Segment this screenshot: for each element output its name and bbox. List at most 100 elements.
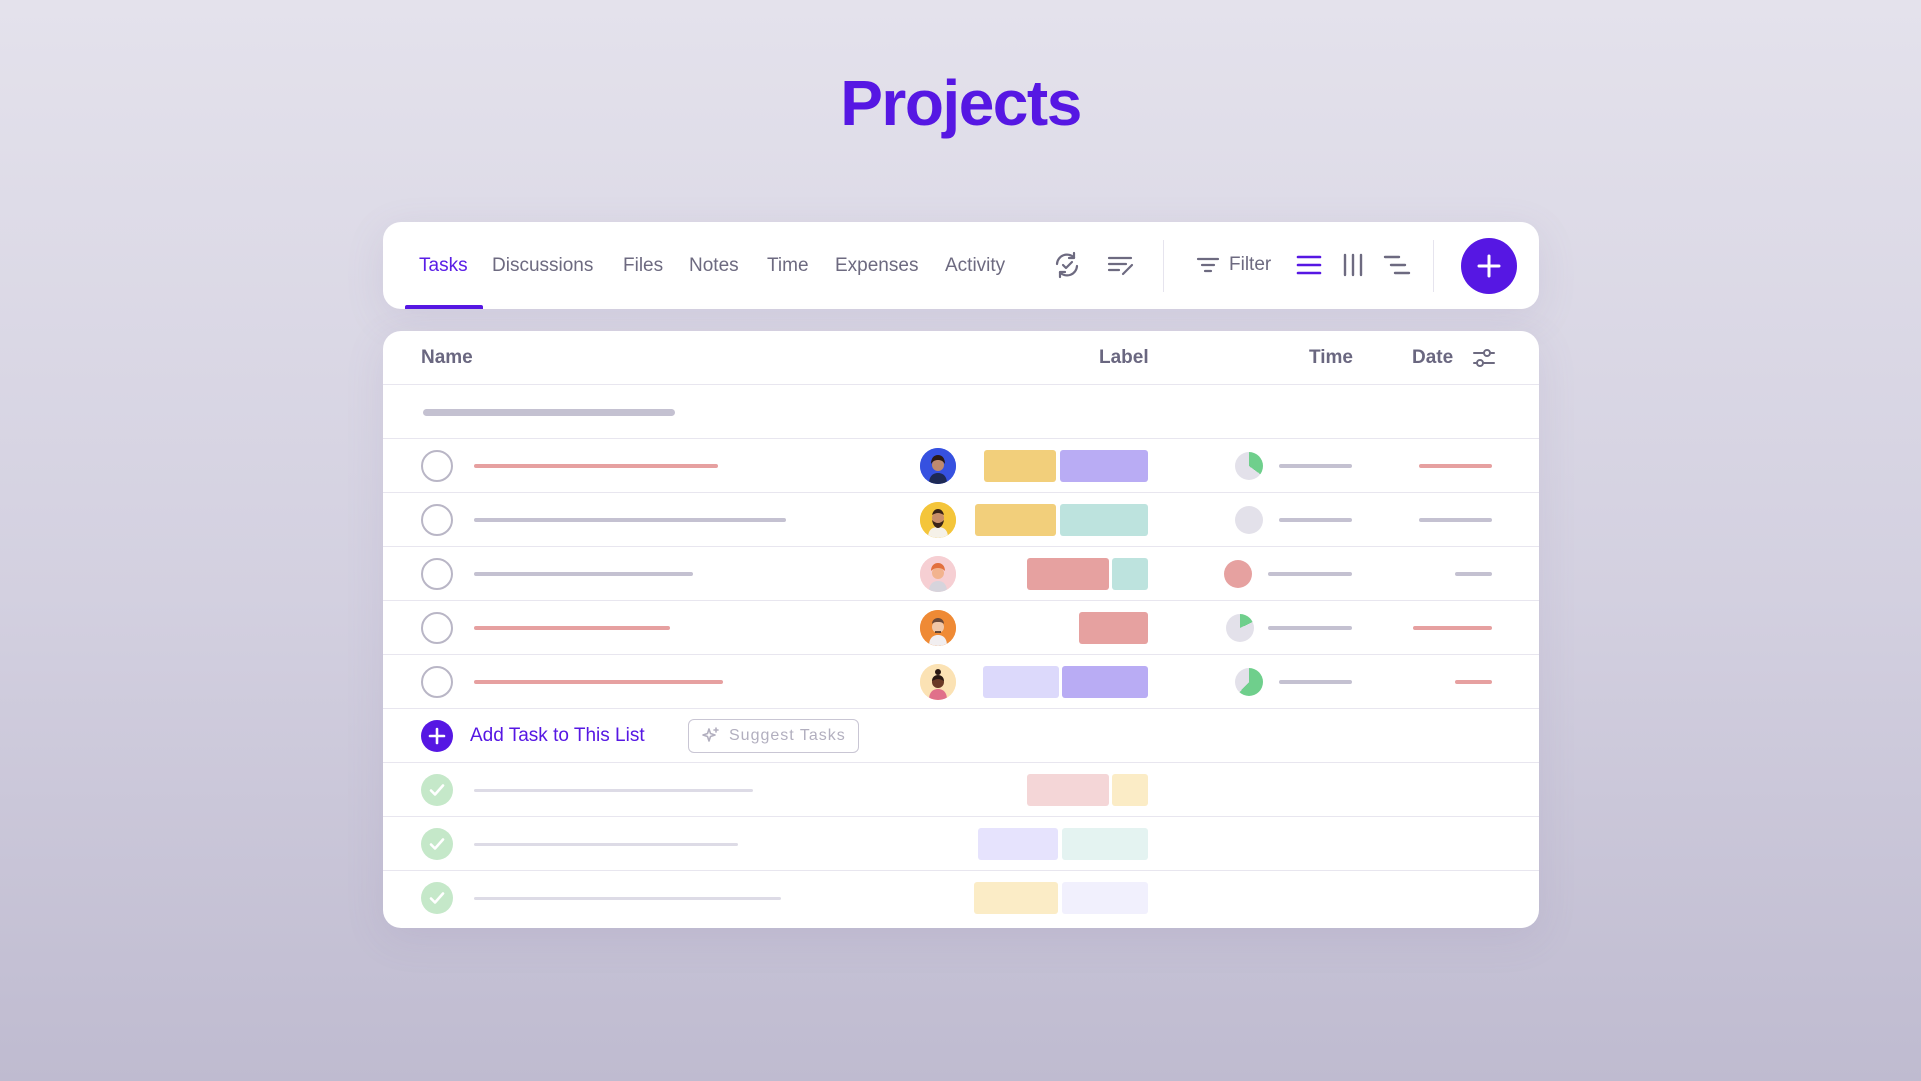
date-placeholder xyxy=(1413,626,1492,630)
page-title: Projects xyxy=(840,67,1082,139)
task-checkbox-checked[interactable] xyxy=(421,882,453,914)
avatar xyxy=(920,502,956,538)
check-icon xyxy=(429,784,445,796)
label-chip[interactable] xyxy=(1112,558,1148,590)
column-label[interactable]: Label xyxy=(1099,347,1149,368)
plus-icon xyxy=(1477,254,1501,278)
active-tab-indicator xyxy=(405,305,483,309)
task-checkbox-checked[interactable] xyxy=(421,774,453,806)
table-row-completed[interactable] xyxy=(383,763,1539,817)
time-progress-icon xyxy=(1235,668,1263,696)
column-time[interactable]: Time xyxy=(1309,347,1354,368)
label-chip[interactable] xyxy=(1027,774,1109,806)
label-chip[interactable] xyxy=(1112,774,1148,806)
task-checkbox[interactable] xyxy=(421,612,453,644)
table-header: Name Label Time Date xyxy=(383,331,1539,385)
task-name-placeholder xyxy=(474,789,753,792)
task-name-placeholder xyxy=(474,518,786,522)
avatar xyxy=(920,664,956,700)
task-name-placeholder xyxy=(474,626,670,630)
avatar xyxy=(920,448,956,484)
label-chip[interactable] xyxy=(1060,450,1148,482)
time-placeholder xyxy=(1268,626,1352,630)
label-chip[interactable] xyxy=(1060,504,1148,536)
task-group-header xyxy=(383,385,1539,439)
task-table: Name Label Time Date xyxy=(383,331,1539,928)
task-name-placeholder xyxy=(474,572,693,576)
task-checkbox[interactable] xyxy=(421,666,453,698)
column-name[interactable]: Name xyxy=(421,347,473,368)
task-checkbox[interactable] xyxy=(421,504,453,536)
task-name-placeholder xyxy=(474,464,718,468)
toolbar-divider xyxy=(1163,240,1164,292)
time-placeholder xyxy=(1279,518,1352,522)
table-row[interactable] xyxy=(383,655,1539,709)
gantt-view-icon[interactable] xyxy=(1381,249,1413,281)
date-placeholder xyxy=(1419,518,1492,522)
board-view-icon[interactable] xyxy=(1337,249,1369,281)
add-button[interactable] xyxy=(1461,238,1517,294)
check-icon xyxy=(429,892,445,904)
sync-icon[interactable] xyxy=(1051,249,1083,281)
label-chip[interactable] xyxy=(1062,882,1148,914)
group-name-placeholder xyxy=(423,409,675,416)
filter-button[interactable]: Filter xyxy=(1195,248,1271,282)
time-placeholder xyxy=(1268,572,1352,576)
task-name-placeholder xyxy=(474,897,781,900)
time-progress-icon xyxy=(1235,506,1263,534)
column-date[interactable]: Date xyxy=(1412,347,1454,368)
table-row[interactable] xyxy=(383,439,1539,493)
plus-icon xyxy=(428,727,446,745)
label-chip[interactable] xyxy=(974,882,1058,914)
label-chip[interactable] xyxy=(978,828,1058,860)
edit-list-icon[interactable] xyxy=(1105,249,1137,281)
label-chip[interactable] xyxy=(1079,612,1148,644)
task-name-placeholder xyxy=(474,843,738,846)
label-chip[interactable] xyxy=(983,666,1059,698)
tab-discussions[interactable]: Discussions xyxy=(492,255,594,276)
toolbar-divider xyxy=(1433,240,1434,292)
task-checkbox[interactable] xyxy=(421,558,453,590)
table-row[interactable] xyxy=(383,547,1539,601)
time-progress-icon xyxy=(1235,452,1263,480)
suggest-tasks-label: Suggest Tasks xyxy=(729,727,846,744)
add-task-label[interactable]: Add Task to This List xyxy=(470,725,645,746)
add-task-row: Add Task to This List Suggest Tasks xyxy=(383,709,1539,763)
task-name-placeholder xyxy=(474,680,723,684)
avatar xyxy=(920,556,956,592)
date-placeholder xyxy=(1419,464,1492,468)
time-placeholder xyxy=(1279,464,1352,468)
label-chip[interactable] xyxy=(1062,828,1148,860)
list-view-icon[interactable] xyxy=(1293,249,1325,281)
add-task-button[interactable] xyxy=(421,720,453,752)
time-progress-icon xyxy=(1224,560,1252,588)
table-row[interactable] xyxy=(383,601,1539,655)
label-chip[interactable] xyxy=(1027,558,1109,590)
filter-icon xyxy=(1196,257,1220,273)
tab-files[interactable]: Files xyxy=(623,255,664,276)
tab-expenses[interactable]: Expenses xyxy=(835,255,919,276)
filter-label: Filter xyxy=(1229,254,1272,275)
date-placeholder xyxy=(1455,572,1492,576)
table-row[interactable] xyxy=(383,493,1539,547)
time-progress-icon xyxy=(1226,614,1254,642)
label-chip[interactable] xyxy=(984,450,1056,482)
tab-activity[interactable]: Activity xyxy=(945,255,1006,276)
task-checkbox[interactable] xyxy=(421,450,453,482)
check-icon xyxy=(429,838,445,850)
suggest-tasks-button[interactable]: Suggest Tasks xyxy=(688,719,859,753)
table-row-completed[interactable] xyxy=(383,817,1539,871)
label-chip[interactable] xyxy=(975,504,1056,536)
project-toolbar: Tasks Discussions Files Notes Time Expen… xyxy=(383,222,1539,309)
avatar xyxy=(920,610,956,646)
tab-tasks[interactable]: Tasks xyxy=(419,255,468,276)
label-chip[interactable] xyxy=(1062,666,1148,698)
table-row-completed[interactable] xyxy=(383,871,1539,925)
tab-notes[interactable]: Notes xyxy=(689,255,739,276)
task-checkbox-checked[interactable] xyxy=(421,828,453,860)
tab-time[interactable]: Time xyxy=(767,255,809,276)
time-placeholder xyxy=(1279,680,1352,684)
sparkle-icon xyxy=(702,727,719,742)
date-placeholder xyxy=(1455,680,1492,684)
column-settings-icon[interactable] xyxy=(1471,346,1497,370)
